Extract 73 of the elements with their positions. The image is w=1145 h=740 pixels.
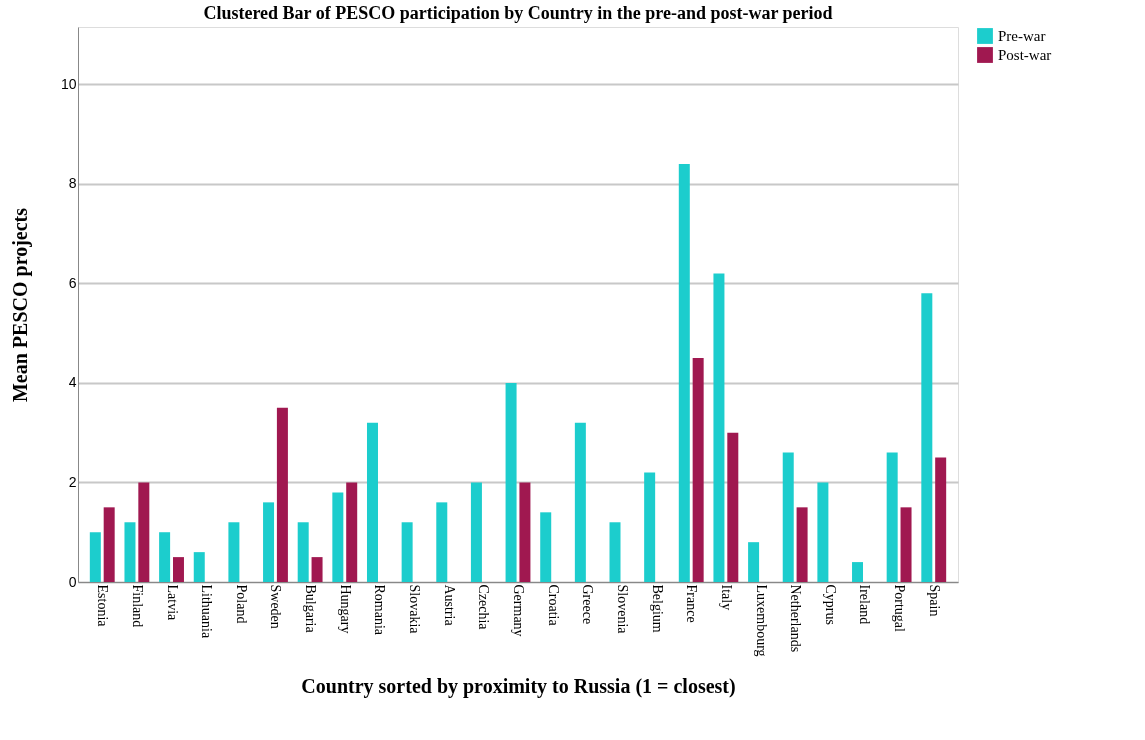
x-axis-title: Country sorted by proximity to Russia (1 = closest) [301, 674, 736, 698]
bar [574, 422, 586, 582]
x-tick-label: Lithuania [199, 584, 215, 639]
bar [727, 432, 739, 582]
x-tick-label: Italy [718, 584, 734, 611]
bar [470, 482, 482, 582]
x-tick-label: France [684, 584, 700, 623]
bar [263, 502, 275, 582]
x-tick-label: Slovenia [614, 584, 630, 635]
legend-label: Pre-war [998, 28, 1046, 44]
bar [228, 522, 240, 582]
bar [297, 522, 309, 582]
bar [692, 358, 704, 582]
bar [519, 482, 531, 582]
x-tick-label: Finland [129, 584, 145, 628]
x-tick-label: Spain [926, 584, 942, 617]
x-tick-label: Netherlands [788, 584, 804, 653]
x-tick-label: Cyprus [822, 584, 838, 625]
x-tick-label: Hungary [337, 584, 353, 634]
bar [89, 532, 101, 582]
y-tick-label: 10 [60, 75, 77, 92]
bar [159, 532, 171, 582]
bar [505, 382, 517, 582]
x-tick-label: Greece [580, 584, 596, 625]
y-tick-label: 0 [68, 573, 77, 590]
x-tick-label: Austria [441, 584, 457, 627]
bar [103, 507, 115, 582]
x-tick-label: Poland [233, 584, 249, 624]
y-tick-label: 8 [68, 175, 77, 192]
x-tick-label: Latvia [164, 584, 180, 622]
bar [852, 562, 864, 582]
x-tick-label: Belgium [649, 584, 665, 633]
bar [796, 507, 808, 582]
y-tick-label: 2 [68, 473, 77, 490]
bar [366, 422, 378, 582]
x-tick-label: Czechia [476, 584, 492, 631]
x-tick-label: Estonia [95, 584, 111, 628]
bar [644, 472, 656, 582]
bar [935, 457, 947, 582]
x-tick-label: Bulgaria [303, 584, 319, 634]
x-tick-label: Romania [372, 584, 388, 636]
bar [609, 522, 621, 582]
bar [782, 452, 794, 582]
bar [713, 273, 725, 582]
bar [124, 522, 136, 582]
bar [193, 552, 205, 582]
bar [900, 507, 912, 582]
bar [436, 502, 448, 582]
bar [311, 557, 323, 582]
bar [401, 522, 413, 582]
y-tick-label: 6 [68, 274, 77, 291]
bar [817, 482, 829, 582]
x-tick-label: Slovakia [407, 584, 423, 635]
y-tick-label: 4 [68, 374, 77, 391]
x-tick-label: Luxembourg [753, 584, 769, 657]
x-tick-label: Portugal [892, 584, 908, 633]
x-tick-label: Sweden [268, 584, 284, 629]
bar [346, 482, 358, 582]
bar [921, 293, 933, 582]
chart-title: Clustered Bar of PESCO participation by Country in the pre-and post-war period [203, 3, 833, 23]
y-axis-title: Mean PESCO projects [8, 207, 32, 403]
bar [748, 542, 760, 582]
bar [172, 557, 184, 582]
legend-label: Post-war [998, 47, 1052, 63]
bar [138, 482, 150, 582]
bar [678, 163, 690, 582]
bar [540, 512, 552, 582]
x-tick-label: Germany [511, 584, 526, 637]
x-tick-label: Croatia [545, 584, 561, 627]
x-tick-label: Ireland [857, 584, 873, 625]
bar [332, 492, 344, 582]
bar [886, 452, 898, 582]
bar [276, 407, 288, 582]
